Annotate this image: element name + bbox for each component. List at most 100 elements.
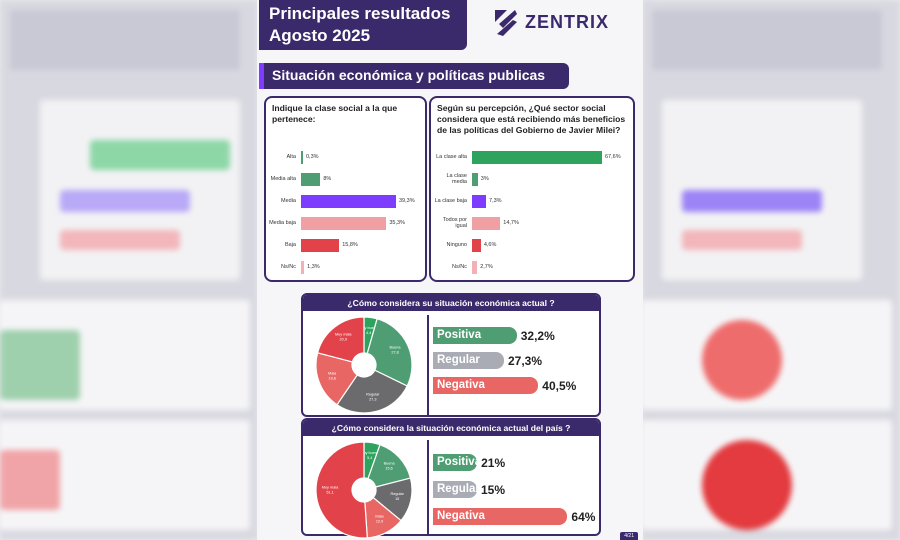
- beneficiary-question: Según su percepción, ¿Qué sector social …: [437, 103, 626, 135]
- zentrix-logo-icon: [495, 10, 517, 36]
- country-economy-panel: ¿Cómo considera la situación económica a…: [301, 418, 601, 539]
- social-class-panel: Indique la clase social a la que pertene…: [264, 96, 427, 282]
- pie-slice-label: Muy mala: [322, 486, 339, 490]
- bar: [472, 172, 478, 186]
- summary-value: 64%: [571, 509, 596, 524]
- pie-slice-label: Muy buena: [360, 451, 380, 455]
- background-right: [642, 0, 900, 540]
- background-left: [0, 0, 258, 540]
- header-banner: Principales resultados Agosto 2025: [259, 0, 467, 50]
- bar: [301, 238, 340, 252]
- pie-slice-label: Muy mala: [335, 333, 352, 337]
- pie-slice-label: Muy buena: [359, 326, 379, 330]
- bar: [301, 150, 303, 164]
- beneficiary-panel: Según su percepción, ¿Qué sector social …: [429, 96, 635, 282]
- bar-category-label: Ns/Nc: [281, 264, 296, 270]
- personal-economy-panel: ¿Cómo considera su situación económica a…: [301, 293, 601, 417]
- pie-slice-label: Regular: [391, 492, 405, 496]
- header-title-line2: Agosto 2025: [269, 26, 371, 45]
- pie-slice: [316, 316, 365, 363]
- pie-slice-label: 27,3: [369, 397, 376, 401]
- bar-row: La clase baja 7,3%: [431, 194, 502, 208]
- bar: [472, 150, 602, 164]
- bar-category-label: Media: [281, 198, 296, 204]
- bar-row: Todos por igual 14,7%: [431, 216, 519, 230]
- bar-row: La clase alta 67,6%: [431, 150, 621, 164]
- bar: [472, 238, 481, 252]
- bar-row: Ns/Nc 2,7%: [431, 260, 493, 274]
- pie-slice-label: 5,4: [367, 456, 372, 460]
- divider: [427, 440, 429, 534]
- bar-row: Media 39,3%: [266, 194, 415, 208]
- bar-category-label: Ninguno: [446, 242, 468, 248]
- summary-value: 21%: [481, 455, 506, 470]
- summary-value: 15%: [481, 482, 506, 497]
- pie-slice: [336, 369, 408, 414]
- pie-slice-label: 20,9: [340, 338, 347, 342]
- bar-value-label: 35,3%: [389, 220, 405, 226]
- bar-row: Alta 0,3%: [266, 150, 319, 164]
- section-title: Situación económica y políticas publicas: [259, 63, 569, 89]
- bar-category-label: La clase media: [446, 173, 468, 185]
- summary-row: Regular 27,3%: [433, 352, 542, 369]
- bar-value-label: 14,7%: [503, 220, 519, 226]
- bar-category-label: Media alta: [270, 176, 296, 182]
- bar-value-label: 15,8%: [342, 242, 358, 248]
- bar: [472, 260, 478, 274]
- bar: [472, 216, 501, 230]
- bar-category-label: La clase alta: [436, 154, 467, 160]
- pie-slice-label: 27,8: [391, 351, 398, 355]
- bar-value-label: 1,3%: [307, 264, 320, 270]
- bar-value-label: 7,3%: [489, 198, 502, 204]
- bar-category-label: Media baja: [269, 220, 296, 226]
- bar-category-label: Alta: [286, 154, 296, 160]
- pie-slice-label: Regular: [366, 392, 380, 396]
- brand-logo: ZENTRIX: [493, 6, 609, 38]
- pie-slice-label: 15: [395, 497, 399, 501]
- bar-category-label: Baja: [284, 242, 296, 248]
- bar-row: Media alta 8%: [266, 172, 331, 186]
- bar-value-label: 67,6%: [605, 154, 621, 160]
- bar: [472, 194, 487, 208]
- social-class-question: Indique la clase social a la que pertene…: [272, 103, 398, 124]
- bar-value-label: 8%: [323, 176, 332, 182]
- bar: [301, 260, 305, 274]
- summary-row: Negativa 40,5%: [433, 377, 576, 394]
- summary-bar: Positiva: [433, 454, 481, 471]
- bar-row: Ninguno 4,6%: [431, 238, 496, 252]
- summary-value: 27,3%: [507, 353, 542, 368]
- personal-economy-question: ¿Cómo considera su situación económica a…: [303, 295, 599, 311]
- bar: [301, 194, 396, 208]
- pie-slice: [366, 318, 413, 387]
- page-number: 4/21: [620, 532, 638, 540]
- summary-row: Positiva 21%: [433, 454, 505, 471]
- pie-slice-label: 12,9: [376, 520, 383, 524]
- summary-row: Regular 15%: [433, 481, 505, 498]
- header-title-line1: Principales resultados: [269, 4, 451, 23]
- bar-category-label: Ns/Nc: [452, 264, 467, 270]
- divider: [427, 315, 429, 415]
- bar-value-label: 0,3%: [306, 154, 319, 160]
- bar-row: Baja 15,8%: [266, 238, 358, 252]
- summary-row: Negativa 64%: [433, 508, 595, 525]
- bar-row: Media baja 35,3%: [266, 216, 405, 230]
- bar-value-label: 3%: [480, 176, 489, 182]
- summary-bar: Regular: [433, 352, 504, 369]
- pie-slice-label: 15,6: [385, 467, 392, 471]
- bar: [301, 172, 321, 186]
- summary-row: Positiva 32,2%: [433, 327, 555, 344]
- bar: [301, 216, 387, 230]
- summary-bar: Negativa: [433, 377, 539, 394]
- pie-slice-label: Mala: [375, 515, 384, 519]
- bar-value-label: 2,7%: [480, 264, 493, 270]
- pie-slice: [315, 441, 368, 539]
- report-page: Principales resultados Agosto 2025 ZENTR…: [257, 0, 643, 540]
- bar-value-label: 4,6%: [483, 242, 497, 248]
- pie-slice-label: Buena: [384, 462, 396, 466]
- bar-row: La clase media 3%: [431, 172, 489, 186]
- summary-bar: Negativa: [433, 508, 568, 525]
- country-economy-question: ¿Cómo considera la situación económica a…: [303, 420, 599, 436]
- summary-bar: Regular: [433, 481, 480, 498]
